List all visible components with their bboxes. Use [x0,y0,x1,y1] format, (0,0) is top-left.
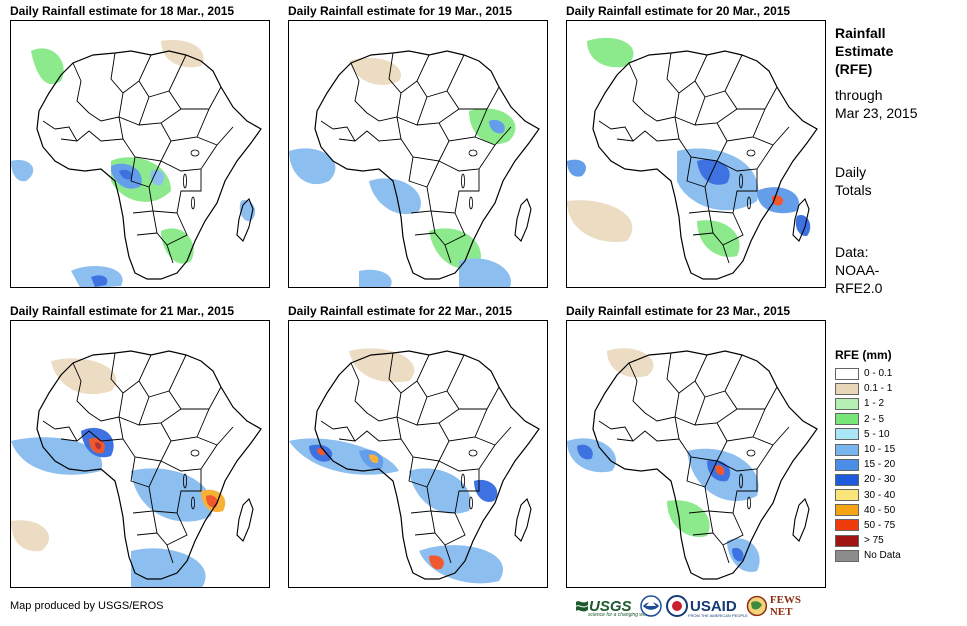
rainfall-map [10,320,270,588]
legend-label: > 75 [864,535,884,547]
noaa-emblem-icon [640,595,662,617]
legend-item: 30 - 40 [835,488,930,503]
panel-title: Daily Rainfall estimate for 19 Mar., 201… [288,4,513,18]
legend-item: No Data [835,548,930,563]
rainfall-map-panel-18mar: Daily Rainfall estimate for 18 Mar., 201… [10,4,270,288]
through-date: Mar 23, 2015 [835,105,918,121]
data-source-line: NOAA- [835,262,880,278]
usgs-logo: USGS science for a changing world [576,592,654,620]
rainfall-map-panel-20mar: Daily Rainfall estimate for 20 Mar., 201… [566,4,826,288]
legend-label: 1 - 2 [864,398,885,410]
rainfall-map [10,20,270,288]
usaid-wordmark: USAID [690,597,737,615]
legend-label: 2 - 5 [864,413,885,425]
panel-title: Daily Rainfall estimate for 22 Mar., 201… [288,304,513,318]
usgs-wave-icon [576,601,588,612]
rainfall-map [566,20,826,288]
usgs-wordmark: USGS [589,597,632,615]
rainfall-map [566,320,826,588]
legend-swatch [835,549,859,562]
rainfall-map [288,20,548,288]
fews-net-logo: FEWS NET [746,592,826,620]
data-source-line: Data: [835,244,869,260]
through-label: through [835,87,883,103]
legend-swatch [835,413,859,426]
legend-label: 0 - 0.1 [864,368,893,380]
legend-label: 15 - 20 [864,459,896,471]
rainfall-map-panel-21mar: Daily Rainfall estimate for 21 Mar., 201… [10,304,270,588]
map-credit: Map produced by USGS/EROS [10,600,164,612]
legend-swatch [835,397,859,410]
sidebar-through-date: through Mar 23, 2015 [835,86,918,122]
legend-title: RFE (mm) [835,348,892,362]
rainfall-map-panel-22mar: Daily Rainfall estimate for 22 Mar., 201… [288,304,548,588]
legend-swatch [835,428,859,441]
sidebar-heading: Rainfall Estimate (RFE) [835,24,893,78]
legend-item: 5 - 10 [835,427,930,442]
usaid-tagline: FROM THE AMERICAN PEOPLE [688,613,748,618]
legend-label: 5 - 10 [864,428,890,440]
noaa-logo [640,592,664,620]
legend-label: 40 - 50 [864,504,896,516]
heading-line: (RFE) [835,61,873,77]
legend-item: 0.1 - 1 [835,381,930,396]
legend-item: 15 - 20 [835,457,930,472]
legend-label: 10 - 15 [864,444,896,456]
legend-item: > 75 [835,533,930,548]
legend-label: 50 - 75 [864,519,896,531]
legend-swatch [835,504,859,517]
heading-line: Estimate [835,43,894,59]
sidebar-data-source: Data: NOAA- RFE2.0 [835,243,882,297]
legend-swatch [835,458,859,471]
rainfall-map [288,320,548,588]
heading-line: Rainfall [835,25,886,41]
legend-item: 0 - 0.1 [835,366,930,381]
legend-item: 2 - 5 [835,412,930,427]
legend-swatch [835,443,859,456]
totals-line: Totals [835,182,872,198]
panel-title: Daily Rainfall estimate for 18 Mar., 201… [10,4,235,18]
usgs-tagline: science for a changing world [588,612,652,618]
sidebar-totals: Daily Totals [835,163,872,199]
usaid-logo: USAID FROM THE AMERICAN PEOPLE [666,592,750,620]
legend-item: 1 - 2 [835,396,930,411]
usaid-seal-icon [666,595,688,617]
fews-wordmark: FEWS NET [769,594,802,618]
fews-globe-icon [746,595,768,617]
legend-item: 40 - 50 [835,503,930,518]
legend-label: No Data [864,550,901,562]
logo-strip: USGS science for a changing world USAID … [576,592,826,622]
legend-label: 20 - 30 [864,474,896,486]
panel-title: Daily Rainfall estimate for 23 Mar., 201… [566,304,791,318]
legend-item: 50 - 75 [835,518,930,533]
panel-title: Daily Rainfall estimate for 21 Mar., 201… [10,304,235,318]
legend-label: 0.1 - 1 [864,383,893,395]
legend-swatch [835,519,859,532]
legend-item: 20 - 30 [835,472,930,487]
rfe-legend: RFE (mm) 0 - 0.1 0.1 - 1 1 - 2 2 - 5 5 - 10 1… [835,348,930,563]
totals-line: Daily [835,164,867,180]
legend-swatch [835,489,859,502]
legend-swatch [835,473,859,486]
rainfall-map-panel-23mar: Daily Rainfall estimate for 23 Mar., 201… [566,304,826,588]
legend-swatch [835,382,859,395]
legend-label: 30 - 40 [864,489,896,501]
rainfall-map-panel-19mar: Daily Rainfall estimate for 19 Mar., 201… [288,4,548,288]
legend-swatch [835,534,859,547]
legend-swatch [835,367,859,380]
panel-title: Daily Rainfall estimate for 20 Mar., 201… [566,4,791,18]
data-source-line: RFE2.0 [835,280,883,296]
legend-item: 10 - 15 [835,442,930,457]
